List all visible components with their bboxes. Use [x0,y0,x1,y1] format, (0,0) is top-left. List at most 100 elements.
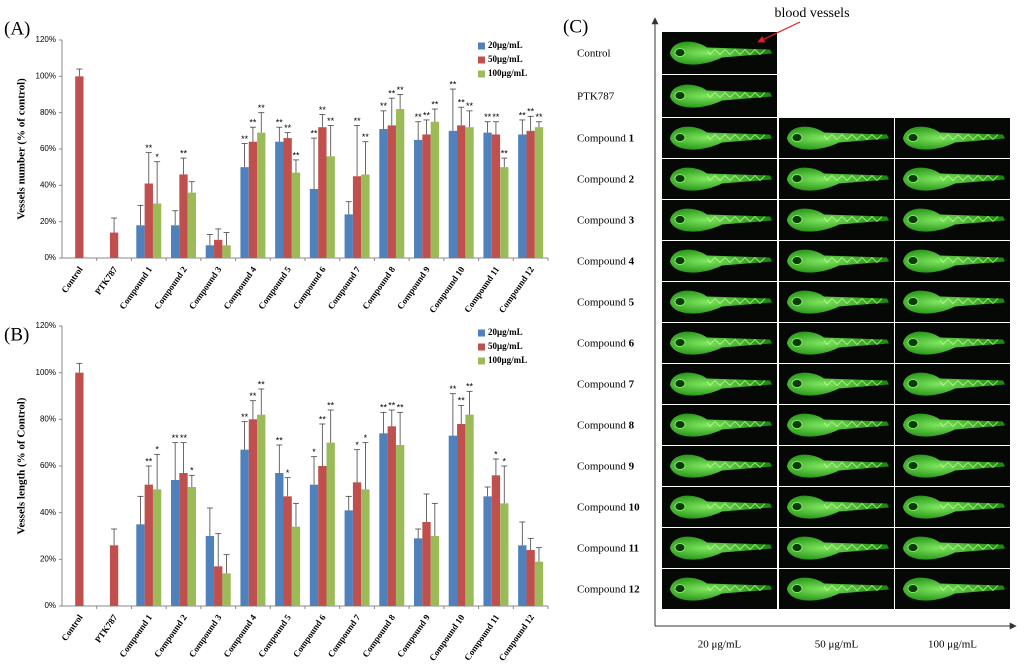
x-tick-label: Control [59,264,85,295]
fish-vessels [939,421,999,428]
fish-vessels [823,585,883,592]
row-label-text: Compound [577,583,626,595]
bar [144,183,153,258]
bar [257,414,266,606]
bar [518,545,527,606]
zebrafish-image [895,118,1010,158]
legend-swatch [478,329,485,337]
significance-label: ** [362,132,370,142]
row-label-text: Compound [577,419,626,431]
row-label-text: Compound [577,255,626,267]
significance-label: ** [249,118,257,128]
bar [222,573,231,606]
x-tick-label: Compound 3 [187,264,224,311]
row-label-number: 10 [629,501,641,513]
legend-label: 20μg/mL [488,327,523,337]
row-label-number: 9 [629,460,635,472]
legend-swatch [478,343,485,351]
row-label: Compound 12 [577,583,640,595]
column-label: 100 μg/mL [928,639,977,651]
significance-label: ** [241,412,249,422]
bar [526,130,535,258]
y-tick-label: 40% [40,508,56,517]
row-label: Compound 8 [577,419,635,431]
bar [291,526,301,606]
row-label-text: Compound [577,378,626,390]
fish-vessels [939,216,999,223]
significance-label: ** [276,118,284,128]
row-label: Compound 7 [577,378,635,390]
bar [75,372,84,606]
y-tick-label: 0% [44,601,56,610]
fish-vessels [706,298,766,305]
row-label-text: Compound [577,296,626,308]
x-tick-label: Compound 12 [497,612,537,663]
zebrafish-image [895,200,1010,240]
fish-eye [791,297,803,306]
row-label-number: 4 [629,255,635,267]
zebrafish-image [895,446,1010,486]
fish-eye [907,543,919,552]
significance-label: ** [458,396,466,406]
fish-vessels [939,175,999,182]
bar [483,496,492,606]
bar [344,214,353,258]
zebrafish-image [779,364,894,404]
row-label-text: Compound [577,173,626,185]
significance-label: ** [258,379,266,389]
bar [422,522,431,606]
bar [275,141,284,258]
bar [205,245,215,258]
bar [136,225,145,258]
x-tick-label: Compound 2 [152,612,189,659]
fish-eye [791,174,803,183]
x-tick-label: Compound 7 [326,612,363,659]
significance-label: ** [423,110,431,120]
x-tick-label: Compound 1 [117,612,154,659]
fish-vessels [706,49,766,56]
significance-label: ** [449,384,457,394]
bar [222,245,231,258]
fish-eye [674,174,686,183]
significance-label: ** [519,110,527,120]
row-label-text: Compound [577,214,626,226]
bar [344,510,353,606]
zebrafish-image [662,323,777,363]
row-label-number: 6 [629,337,635,349]
bar [257,132,266,258]
bar [240,449,249,606]
fish-vessels [706,380,766,387]
panel-label: (C) [563,16,588,37]
fish-vessels [939,134,999,141]
fish-vessels [706,216,766,223]
column-label: 50 μg/mL [815,639,859,651]
zebrafish-image [779,405,894,445]
panel-label: (A) [4,18,30,39]
fish-vessels [706,503,766,510]
row-label: Compound 1 [577,132,634,144]
significance-label: ** [388,400,396,410]
x-tick-label: Compound 8 [360,264,397,311]
bar [326,442,335,606]
row-label-number: 1 [629,132,635,144]
zebrafish-image [779,528,894,568]
bar [465,414,474,606]
bar [187,192,196,258]
x-tick-label: Compound 8 [360,612,397,659]
bar [395,445,405,606]
row-label-text: Compound [577,337,626,349]
significance-label: ** [327,116,335,126]
significance-label: ** [492,112,500,122]
significance-label: * [190,466,194,476]
zebrafish-image [662,75,777,117]
row-label-number: 12 [629,583,641,595]
bar [414,538,423,606]
fish-eye [674,91,686,100]
fish-vessels [823,298,883,305]
fish-vessels [706,175,766,182]
zebrafish-image [662,200,777,240]
bar [422,134,431,258]
fish-vessels [939,339,999,346]
bar [275,473,284,606]
bar [152,203,162,258]
